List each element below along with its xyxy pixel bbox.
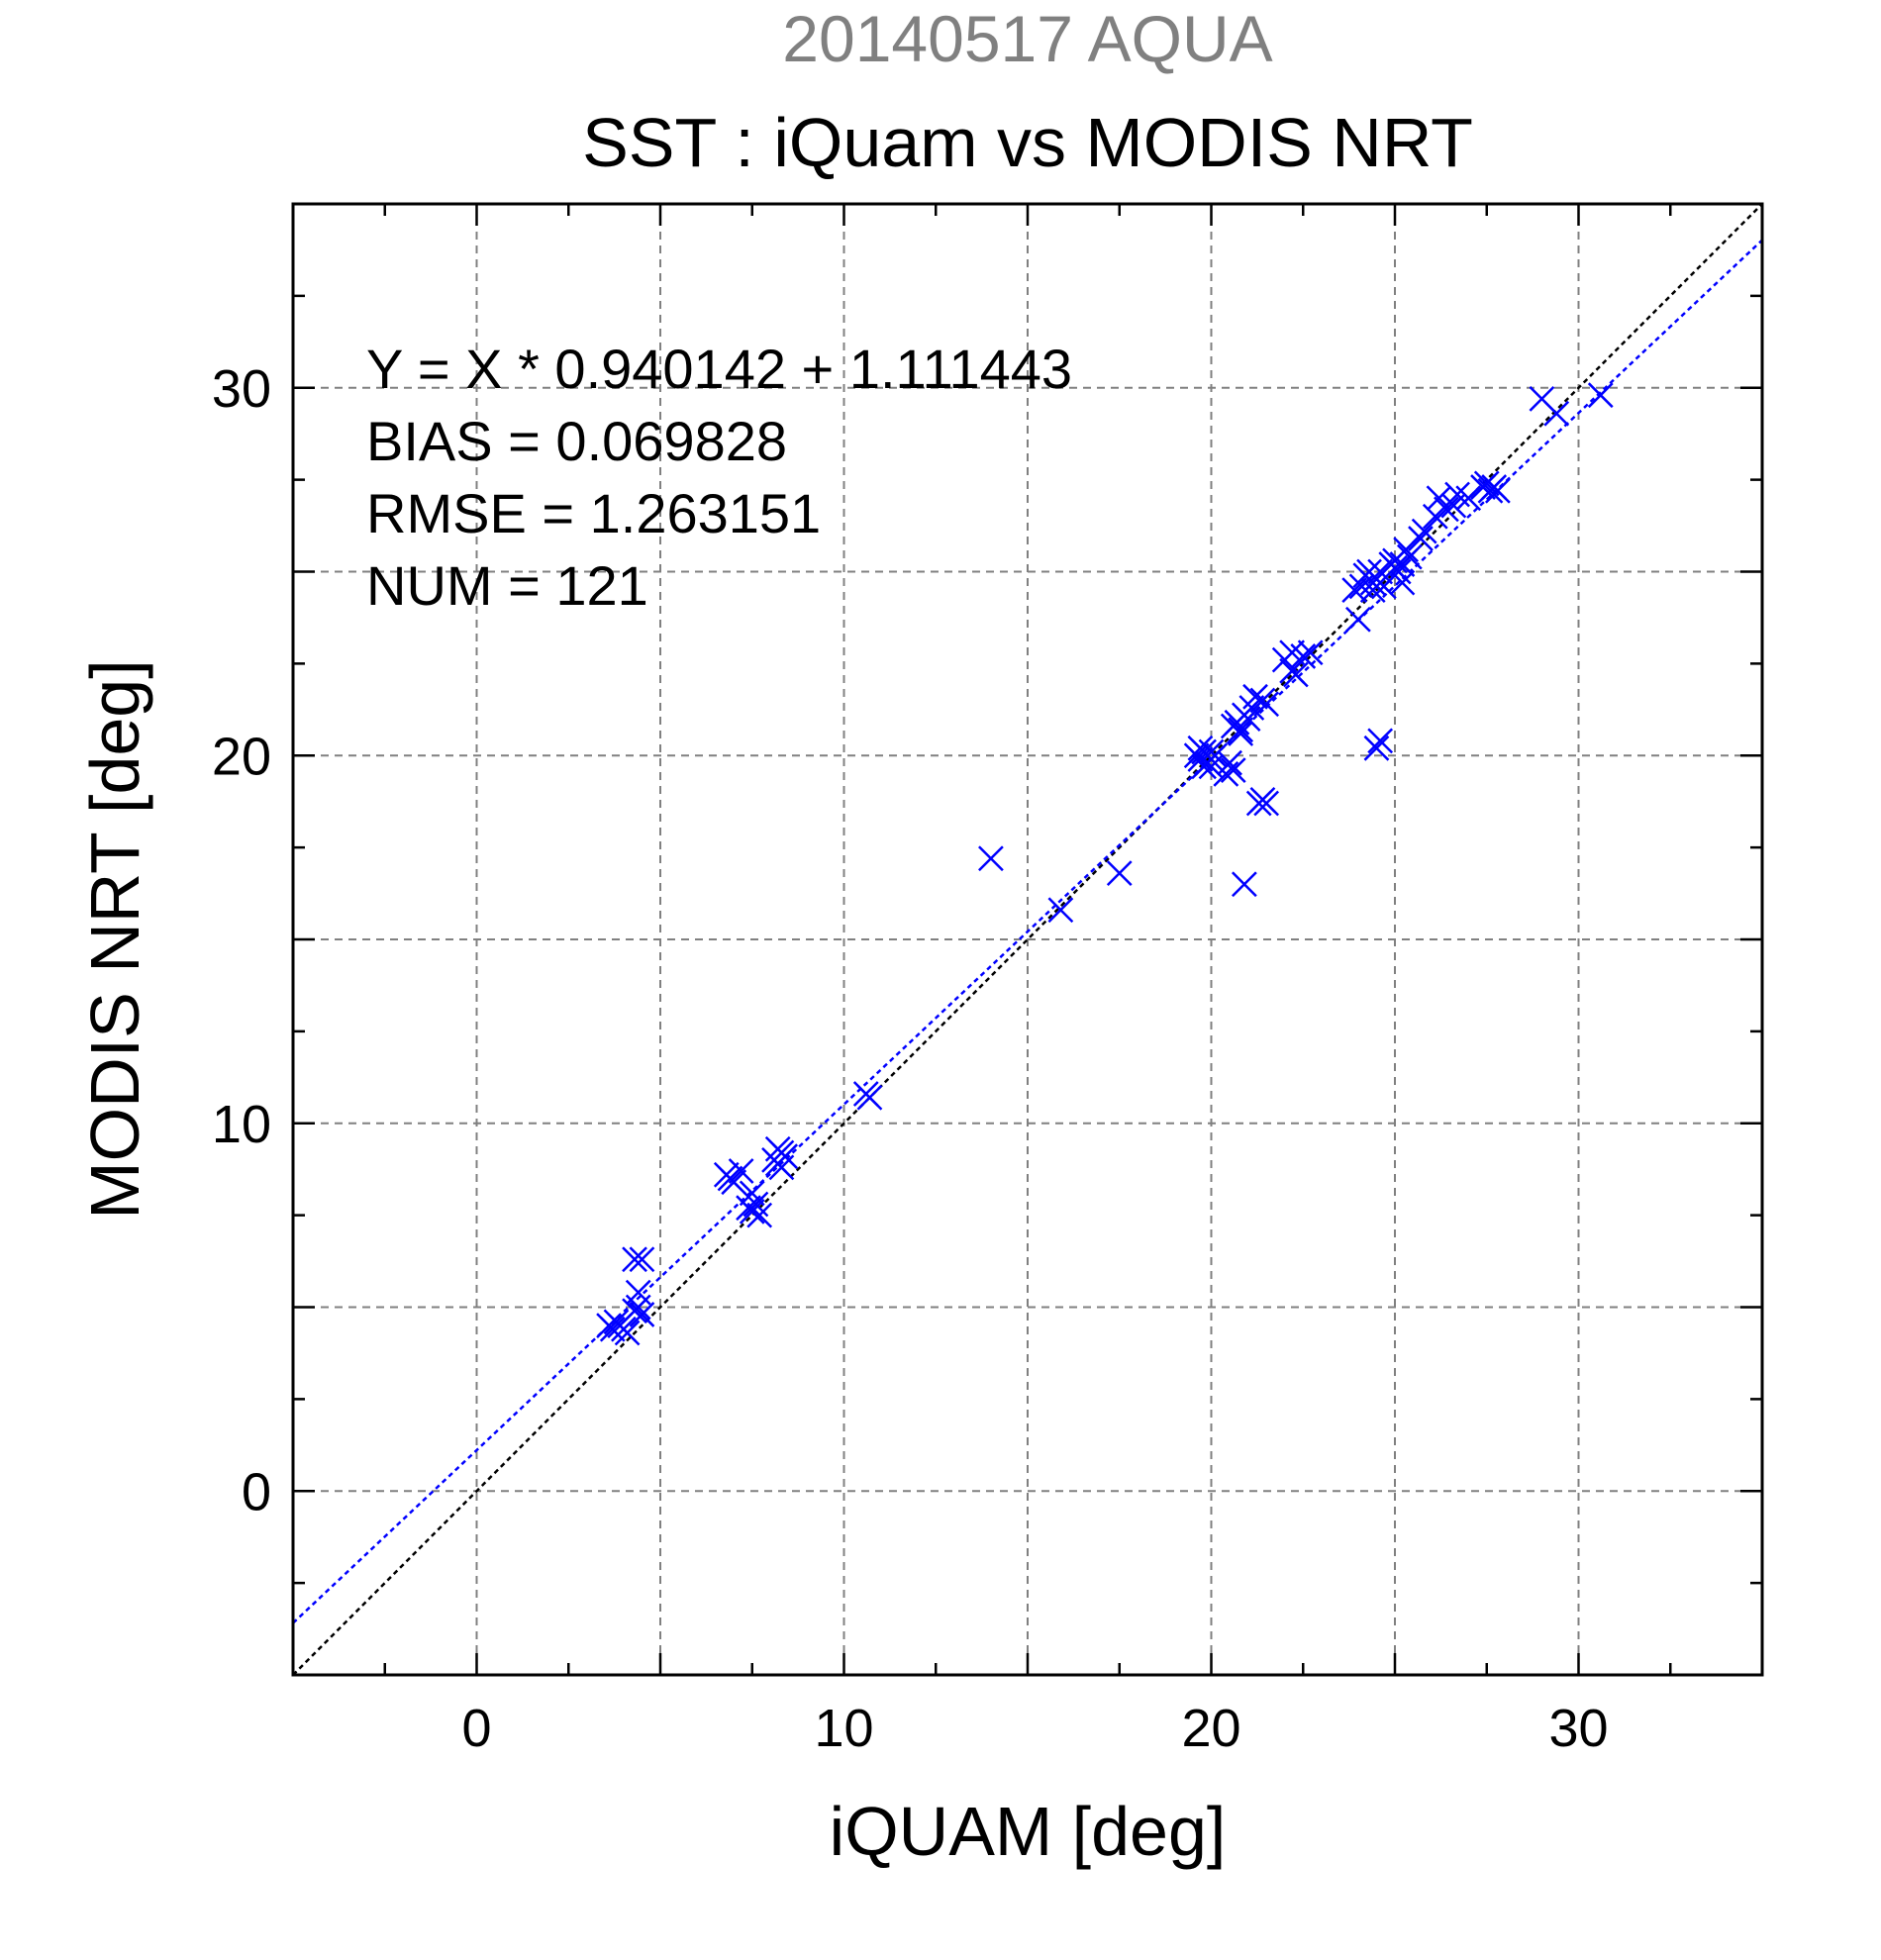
data-point: [1106, 860, 1133, 887]
data-point: [721, 1169, 747, 1196]
plot-frame: [291, 202, 1764, 1677]
data-point: [1198, 738, 1225, 765]
data-point: [739, 1180, 765, 1207]
data-point: [1408, 526, 1434, 551]
data-point: [1341, 577, 1368, 603]
data-point: [1187, 746, 1214, 772]
data-point: [746, 1202, 773, 1228]
reference-lines: [293, 204, 1762, 1675]
stats-num: NUM = 121: [366, 554, 648, 617]
x-tick-label: 10: [814, 1699, 873, 1758]
data-point: [1279, 657, 1306, 684]
regression-line: [293, 239, 1762, 1624]
data-point: [1242, 683, 1268, 710]
data-point: [728, 1158, 754, 1184]
data-point: [622, 1246, 647, 1273]
data-point: [614, 1320, 641, 1346]
stats-bias: BIAS = 0.069828: [366, 410, 787, 472]
data-point: [1382, 554, 1408, 581]
stats-equation: Y = X * 0.940142 + 1.111443: [366, 338, 1072, 400]
data-point: [1411, 518, 1437, 544]
data-point: [1232, 871, 1257, 898]
data-point: [599, 1316, 626, 1342]
data-point: [1191, 753, 1217, 780]
data-point: [1228, 717, 1254, 743]
identity-line: [293, 204, 1762, 1675]
data-point: [1367, 558, 1394, 585]
data-point: [1587, 382, 1614, 409]
data-point: [1396, 543, 1423, 570]
data-point: [1363, 735, 1390, 761]
chart-title: 20140517 AQUA: [782, 2, 1272, 75]
data-point: [1345, 606, 1371, 633]
data-point: [1455, 485, 1482, 512]
data-point: [978, 845, 1004, 872]
data-point: [1047, 897, 1074, 924]
data-point: [1473, 470, 1500, 497]
y-tick-label: 30: [212, 359, 271, 419]
x-tick-label: 20: [1181, 1699, 1240, 1758]
x-tick-label: 30: [1548, 1699, 1608, 1758]
data-point: [739, 1199, 765, 1225]
x-tick-label: 0: [461, 1699, 491, 1758]
y-tick-label: 0: [242, 1462, 271, 1521]
y-tick-label: 20: [212, 727, 271, 786]
data-points: [596, 382, 1614, 1346]
x-axis-label: iQUAM [deg]: [830, 1793, 1227, 1870]
data-point: [1253, 790, 1280, 817]
data-point: [1367, 728, 1394, 754]
data-point: [1228, 721, 1254, 746]
data-point: [1253, 691, 1280, 718]
data-point: [629, 1302, 655, 1327]
y-axis-label: MODIS NRT [deg]: [76, 659, 153, 1219]
data-point: [1543, 400, 1570, 427]
data-point: [625, 1279, 651, 1306]
grid-lines: [293, 204, 1762, 1675]
data-point: [629, 1246, 655, 1273]
data-point: [772, 1143, 799, 1170]
data-point: [1389, 569, 1416, 596]
data-point: [1359, 577, 1386, 603]
data-point: [1484, 477, 1511, 504]
y-tick-label: 10: [212, 1095, 271, 1154]
chart-subtitle: SST : iQuam vs MODIS NRT: [582, 104, 1473, 181]
data-point: [1434, 496, 1459, 523]
data-point: [856, 1084, 883, 1111]
data-point: [1220, 757, 1246, 783]
data-point: [1217, 749, 1242, 776]
stats-annotation: Y = X * 0.940142 + 1.111443 BIAS = 0.069…: [366, 338, 1072, 617]
stats-rmse: RMSE = 1.263151: [366, 482, 821, 544]
data-point: [1290, 643, 1317, 669]
axis-ticks: 0 10 20 30 0 10 20 30: [212, 202, 1764, 1758]
